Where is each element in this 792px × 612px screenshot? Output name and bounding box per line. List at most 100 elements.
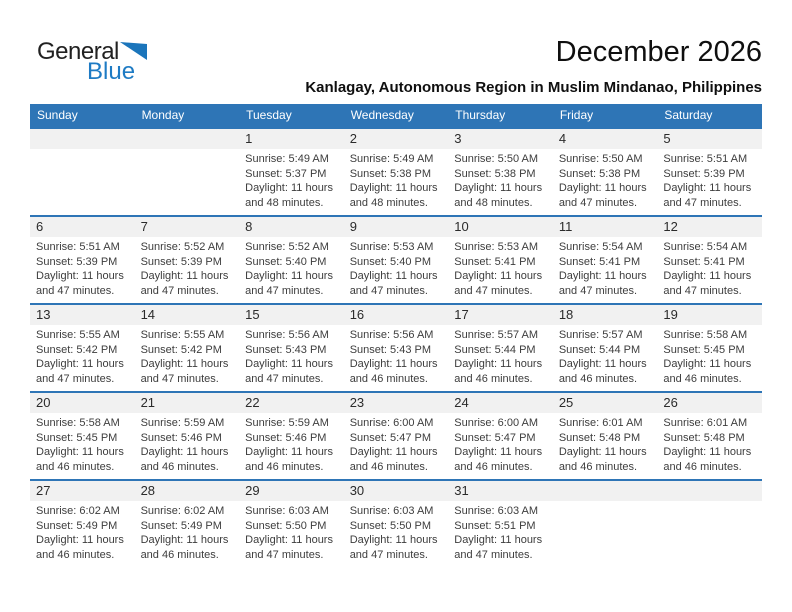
daylight-text-line1: Daylight: 11 hours bbox=[558, 182, 647, 195]
daylight-text-line1: Daylight: 11 hours bbox=[349, 270, 438, 283]
sunset-text: Sunset: 5:39 PM bbox=[140, 255, 222, 268]
calendar-empty-cell bbox=[657, 481, 762, 567]
day-number: 13 bbox=[30, 305, 135, 325]
week-row: 20 Sunrise: 5:58 AM Sunset: 5:45 PM Dayl… bbox=[30, 391, 762, 479]
sunrise-text: Sunrise: 5:58 AM bbox=[36, 417, 120, 429]
day-details: Sunrise: 5:49 AM Sunset: 5:38 PM Dayligh… bbox=[344, 149, 449, 210]
weekday-monday: Monday bbox=[141, 108, 185, 122]
week-row: 27 Sunrise: 6:02 AM Sunset: 5:49 PM Dayl… bbox=[30, 479, 762, 567]
daylight-text-line1: Daylight: 11 hours bbox=[558, 270, 647, 283]
sunset-text: Sunset: 5:50 PM bbox=[245, 519, 327, 532]
sunset-text: Sunset: 5:41 PM bbox=[454, 255, 536, 268]
day-number: 6 bbox=[30, 217, 135, 237]
day-details: Sunrise: 5:54 AM Sunset: 5:41 PM Dayligh… bbox=[553, 237, 658, 298]
day-details: Sunrise: 5:56 AM Sunset: 5:43 PM Dayligh… bbox=[344, 325, 449, 386]
sunrise-text: Sunrise: 5:57 AM bbox=[454, 329, 539, 341]
calendar-day-cell: 14 Sunrise: 5:55 AM Sunset: 5:42 PM Dayl… bbox=[134, 305, 240, 391]
sunrise-text: Sunrise: 5:54 AM bbox=[558, 241, 643, 253]
daylight-text-line2: and 47 minutes. bbox=[245, 284, 324, 297]
daylight-text-line2: and 47 minutes. bbox=[36, 372, 115, 385]
daylight-text-line1: Daylight: 11 hours bbox=[349, 534, 438, 547]
calendar-day-cell: 19 Sunrise: 5:58 AM Sunset: 5:45 PM Dayl… bbox=[657, 305, 762, 391]
daylight-text-line1: Daylight: 11 hours bbox=[558, 358, 647, 371]
sunset-text: Sunset: 5:40 PM bbox=[349, 255, 432, 268]
sunrise-text: Sunrise: 5:59 AM bbox=[245, 417, 329, 429]
calendar-day-cell: 28 Sunrise: 6:02 AM Sunset: 5:49 PM Dayl… bbox=[134, 481, 240, 567]
sunrise-text: Sunrise: 5:50 AM bbox=[558, 153, 643, 165]
daylight-text-line2: and 47 minutes. bbox=[36, 284, 115, 297]
daylight-text-line1: Daylight: 11 hours bbox=[663, 446, 752, 459]
sunset-text: Sunset: 5:42 PM bbox=[140, 343, 222, 356]
day-number: 25 bbox=[552, 393, 658, 413]
daylight-text-line2: and 47 minutes. bbox=[454, 548, 533, 561]
day-details: Sunrise: 5:58 AM Sunset: 5:45 PM Dayligh… bbox=[30, 413, 135, 474]
sunrise-text: Sunrise: 5:51 AM bbox=[36, 241, 120, 253]
day-number: 28 bbox=[134, 481, 240, 501]
sunrise-text: Sunrise: 6:01 AM bbox=[558, 417, 643, 429]
calendar-day-cell: 9 Sunrise: 5:53 AM Sunset: 5:40 PM Dayli… bbox=[343, 217, 449, 303]
day-number: 2 bbox=[343, 129, 449, 149]
sunrise-text: Sunrise: 6:00 AM bbox=[454, 417, 539, 429]
sunset-text: Sunset: 5:48 PM bbox=[558, 431, 641, 444]
sunset-text: Sunset: 5:39 PM bbox=[36, 255, 118, 268]
day-details: Sunrise: 6:00 AM Sunset: 5:47 PM Dayligh… bbox=[448, 413, 553, 474]
day-details: Sunrise: 5:59 AM Sunset: 5:46 PM Dayligh… bbox=[135, 413, 240, 474]
daylight-text-line2: and 47 minutes. bbox=[663, 284, 742, 297]
calendar-day-cell: 4 Sunrise: 5:50 AM Sunset: 5:38 PM Dayli… bbox=[552, 129, 658, 215]
day-number: 23 bbox=[343, 393, 449, 413]
day-number: 24 bbox=[448, 393, 553, 413]
sunset-text: Sunset: 5:37 PM bbox=[245, 167, 327, 180]
daylight-text-line1: Daylight: 11 hours bbox=[349, 358, 438, 371]
daylight-text-line2: and 47 minutes. bbox=[140, 372, 219, 385]
daylight-text-line2: and 46 minutes. bbox=[558, 460, 638, 473]
sunrise-text: Sunrise: 5:53 AM bbox=[349, 241, 434, 253]
daylight-text-line1: Daylight: 11 hours bbox=[36, 270, 124, 283]
sunset-text: Sunset: 5:44 PM bbox=[558, 343, 641, 356]
daylight-text-line2: and 46 minutes. bbox=[140, 460, 219, 473]
sunset-text: Sunset: 5:51 PM bbox=[454, 519, 536, 532]
day-details: Sunrise: 5:50 AM Sunset: 5:38 PM Dayligh… bbox=[448, 149, 553, 210]
daylight-text-line1: Daylight: 11 hours bbox=[663, 358, 752, 371]
daylight-text-line2: and 46 minutes. bbox=[663, 372, 742, 385]
day-details: Sunrise: 5:54 AM Sunset: 5:41 PM Dayligh… bbox=[657, 237, 762, 298]
sunrise-text: Sunrise: 5:59 AM bbox=[140, 417, 225, 429]
daylight-text-line2: and 47 minutes. bbox=[349, 548, 428, 561]
sunrise-text: Sunrise: 6:01 AM bbox=[663, 417, 748, 429]
sunrise-text: Sunrise: 5:56 AM bbox=[245, 329, 329, 341]
sunrise-text: Sunrise: 6:03 AM bbox=[349, 505, 434, 517]
day-details: Sunrise: 5:53 AM Sunset: 5:41 PM Dayligh… bbox=[448, 237, 553, 298]
day-number bbox=[552, 481, 658, 501]
daylight-text-line1: Daylight: 11 hours bbox=[36, 534, 124, 547]
calendar-day-cell: 26 Sunrise: 6:01 AM Sunset: 5:48 PM Dayl… bbox=[657, 393, 762, 479]
week-row: 6 Sunrise: 5:51 AM Sunset: 5:39 PM Dayli… bbox=[30, 215, 762, 303]
day-details: Sunrise: 5:51 AM Sunset: 5:39 PM Dayligh… bbox=[30, 237, 135, 298]
sunset-text: Sunset: 5:49 PM bbox=[140, 519, 222, 532]
calendar-day-cell: 17 Sunrise: 5:57 AM Sunset: 5:44 PM Dayl… bbox=[448, 305, 553, 391]
day-number: 20 bbox=[30, 393, 135, 413]
weekday-tuesday: Tuesday bbox=[246, 108, 292, 122]
weekday-header-row: Sunday Monday Tuesday Wednesday Thursday… bbox=[30, 104, 762, 127]
day-details: Sunrise: 5:57 AM Sunset: 5:44 PM Dayligh… bbox=[448, 325, 553, 386]
daylight-text-line2: and 47 minutes. bbox=[245, 548, 324, 561]
day-number: 4 bbox=[552, 129, 658, 149]
day-details: Sunrise: 5:50 AM Sunset: 5:38 PM Dayligh… bbox=[553, 149, 658, 210]
week-row: 13 Sunrise: 5:55 AM Sunset: 5:42 PM Dayl… bbox=[30, 303, 762, 391]
calendar-empty-cell bbox=[134, 129, 240, 215]
sunrise-text: Sunrise: 5:58 AM bbox=[663, 329, 748, 341]
sunrise-text: Sunrise: 5:57 AM bbox=[558, 329, 643, 341]
calendar-day-cell: 13 Sunrise: 5:55 AM Sunset: 5:42 PM Dayl… bbox=[30, 305, 135, 391]
weekday-saturday: Saturday bbox=[664, 108, 713, 122]
sunrise-text: Sunrise: 6:00 AM bbox=[349, 417, 434, 429]
daylight-text-line2: and 47 minutes. bbox=[663, 196, 742, 209]
daylight-text-line2: and 47 minutes. bbox=[558, 284, 638, 297]
sunset-text: Sunset: 5:43 PM bbox=[245, 343, 327, 356]
sunset-text: Sunset: 5:38 PM bbox=[454, 167, 536, 180]
day-number: 10 bbox=[448, 217, 553, 237]
calendar-empty-cell bbox=[552, 481, 658, 567]
daylight-text-line1: Daylight: 11 hours bbox=[454, 534, 543, 547]
day-number: 8 bbox=[239, 217, 344, 237]
day-details: Sunrise: 6:01 AM Sunset: 5:48 PM Dayligh… bbox=[553, 413, 658, 474]
calendar-day-cell: 30 Sunrise: 6:03 AM Sunset: 5:50 PM Dayl… bbox=[343, 481, 449, 567]
day-number: 7 bbox=[134, 217, 240, 237]
